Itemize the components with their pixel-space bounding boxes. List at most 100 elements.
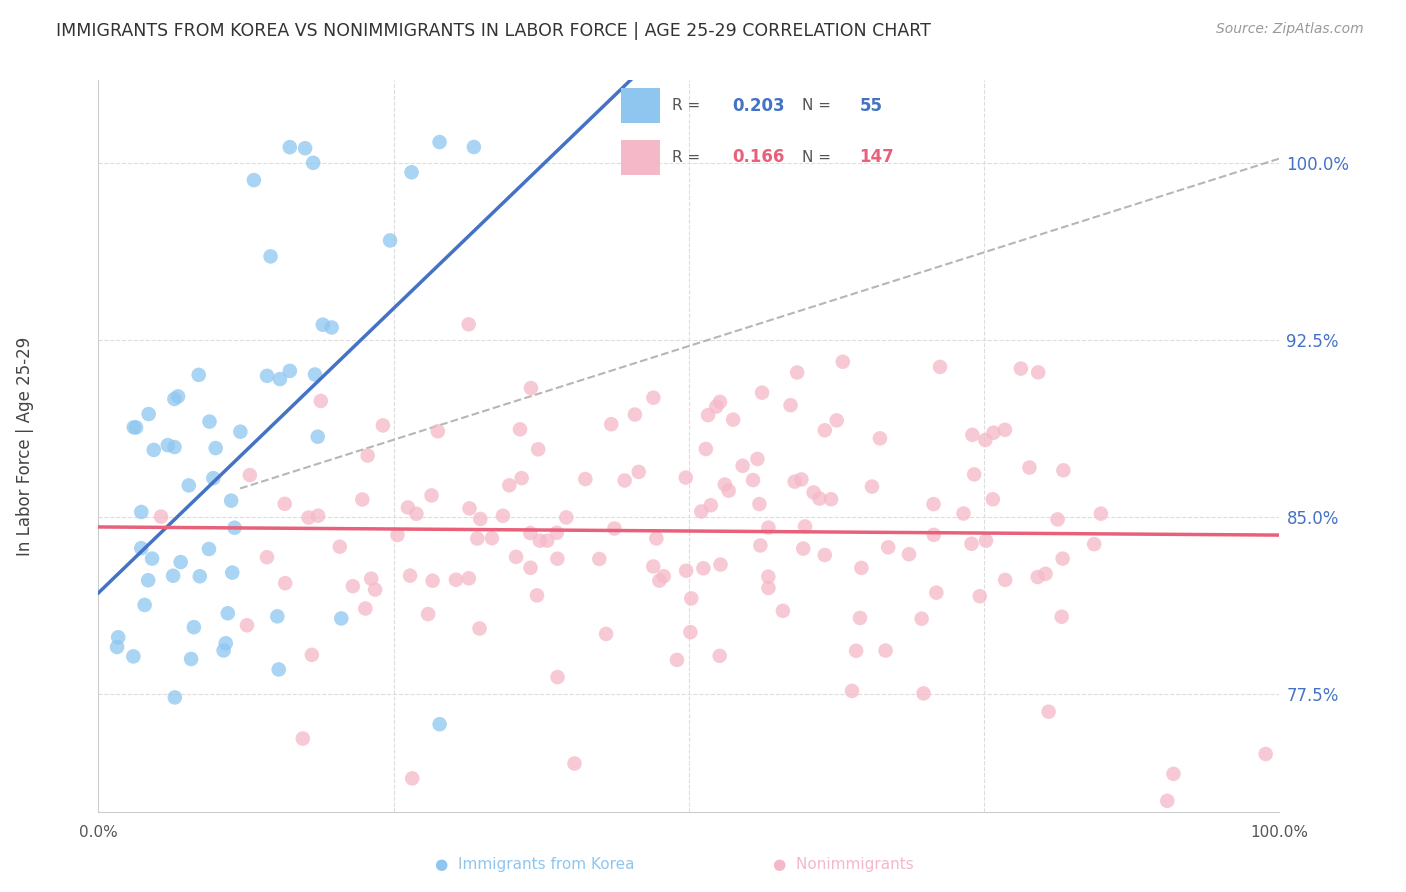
Point	[156, 438, 179, 452]
Point	[163, 690, 186, 705]
Text: 100.0%: 100.0%	[1250, 825, 1309, 840]
Point	[274, 576, 297, 591]
Point	[307, 508, 329, 523]
Point	[546, 525, 568, 540]
Text: 0.166: 0.166	[733, 148, 785, 166]
Point	[429, 717, 451, 731]
Point	[721, 412, 744, 426]
Point	[329, 540, 352, 554]
Point	[747, 452, 769, 467]
Point	[643, 559, 665, 574]
Point	[1083, 537, 1105, 551]
Point	[709, 648, 731, 663]
Point	[188, 569, 211, 583]
Point	[675, 564, 697, 578]
Text: In Labor Force | Age 25-29: In Labor Force | Age 25-29	[17, 336, 34, 556]
Point	[786, 366, 808, 380]
Point	[125, 420, 148, 434]
Point	[457, 571, 479, 585]
Point	[180, 652, 202, 666]
Point	[749, 539, 772, 553]
Point	[416, 607, 439, 621]
Point	[845, 644, 868, 658]
Point	[952, 507, 974, 521]
Point	[141, 551, 163, 566]
Point	[458, 501, 481, 516]
Point	[142, 442, 165, 457]
Point	[519, 561, 541, 575]
Point	[131, 505, 153, 519]
Point	[243, 173, 266, 187]
Point	[1046, 512, 1069, 526]
Point	[294, 141, 316, 155]
Point	[912, 686, 935, 700]
Point	[509, 422, 531, 436]
Point	[751, 385, 773, 400]
Point	[792, 541, 814, 556]
Point	[994, 573, 1017, 587]
Point	[387, 528, 409, 542]
Point	[665, 653, 688, 667]
Point	[122, 649, 145, 664]
Point	[330, 611, 353, 625]
Point	[831, 355, 853, 369]
Point	[756, 569, 779, 583]
Point	[714, 477, 737, 491]
Point	[779, 398, 801, 412]
Point	[825, 413, 848, 427]
Point	[627, 465, 650, 479]
Point	[399, 568, 422, 582]
Point	[150, 509, 173, 524]
Point	[198, 541, 221, 556]
Point	[167, 389, 190, 403]
Point	[422, 574, 444, 588]
Point	[429, 135, 451, 149]
Point	[444, 573, 467, 587]
Point	[1018, 460, 1040, 475]
Point	[256, 550, 278, 565]
Point	[790, 472, 813, 486]
Point	[709, 395, 731, 409]
Point	[595, 627, 617, 641]
Point	[643, 391, 665, 405]
Point	[529, 533, 551, 548]
Point	[468, 622, 491, 636]
Point	[624, 408, 647, 422]
Point	[1163, 767, 1185, 781]
Point	[731, 458, 754, 473]
Point	[969, 589, 991, 603]
Text: R =: R =	[672, 98, 700, 113]
Point	[163, 392, 186, 406]
Point	[783, 475, 806, 489]
Point	[129, 541, 152, 556]
Point	[690, 504, 713, 518]
Point	[692, 561, 714, 575]
Point	[974, 433, 997, 447]
Point	[405, 507, 427, 521]
Point	[877, 541, 900, 555]
Point	[820, 492, 842, 507]
Point	[212, 643, 235, 657]
Point	[426, 425, 449, 439]
Point	[278, 140, 301, 154]
Point	[278, 364, 301, 378]
Bar	[620, 88, 659, 123]
Point	[463, 140, 485, 154]
Point	[187, 368, 209, 382]
Point	[105, 640, 128, 654]
Point	[536, 533, 558, 548]
Point	[169, 555, 191, 569]
Point	[236, 618, 259, 632]
Point	[510, 471, 533, 485]
Point	[273, 497, 295, 511]
Point	[929, 359, 952, 374]
Point	[291, 731, 314, 746]
Point	[555, 510, 578, 524]
Point	[177, 478, 200, 492]
Point	[748, 497, 770, 511]
Point	[266, 609, 288, 624]
Point	[564, 756, 586, 771]
Point	[772, 604, 794, 618]
Point	[697, 408, 720, 422]
Point	[221, 566, 243, 580]
